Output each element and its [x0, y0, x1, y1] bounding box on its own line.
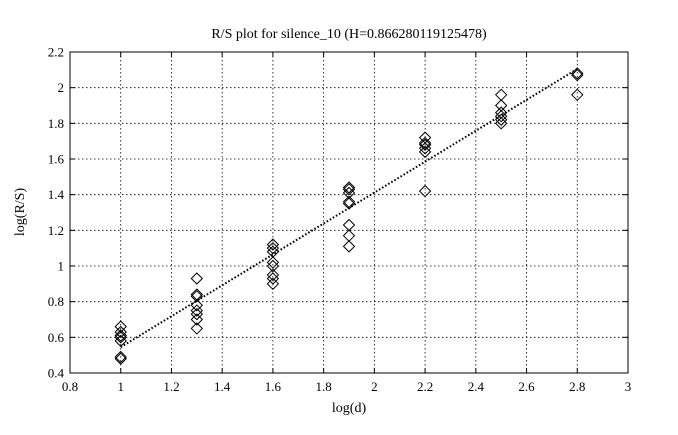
data-point-diamond [342, 183, 356, 196]
y-axis-label: log(R/S) [13, 188, 28, 237]
data-point-diamond [342, 240, 356, 253]
x-tick-label: 2.6 [518, 379, 535, 394]
data-point-diamond [571, 68, 584, 82]
x-tick-labels: 0.8 1 1.2 1.4 1.6 1.8 2 2.2 2.4 2.6 2.8 3 [62, 379, 631, 394]
x-tick-label: 2 [371, 379, 378, 394]
data-point-diamond [418, 136, 432, 150]
data-point-diamond [114, 350, 127, 364]
data-point-diamond [114, 352, 127, 365]
plot-area-frame [69, 51, 629, 374]
data-points [114, 67, 584, 365]
data-point-diamond [114, 325, 127, 339]
x-tick-label: 1.2 [163, 379, 179, 394]
data-point-diamond [494, 113, 508, 126]
y-tick-label: 0.8 [48, 294, 64, 309]
data-point-diamond [494, 88, 508, 102]
data-point-diamond [266, 238, 280, 251]
grid-layer [70, 52, 628, 373]
x-tick-label: 2.2 [417, 379, 433, 394]
y-tick-label: 1.2 [48, 223, 64, 238]
data-point-diamond [418, 184, 432, 198]
data-point-diamond [342, 218, 356, 232]
data-point-diamond [571, 67, 584, 80]
data-point-diamond [190, 299, 204, 312]
data-point-diamond [190, 272, 204, 285]
data-point-diamond [342, 181, 356, 194]
data-point-diamond [571, 88, 584, 102]
data-point-diamond [190, 288, 204, 301]
y-tick-labels: 0.4 0.6 0.8 1 1.2 1.4 1.6 1.8 2 2.2 [48, 45, 65, 381]
y-tick-label: 2.2 [48, 45, 64, 60]
y-tick-label: 2 [58, 80, 65, 95]
data-point-diamond [418, 131, 432, 144]
fit-line-layer [120, 68, 578, 348]
data-point-diamond [494, 99, 508, 112]
data-point-diamond [114, 320, 127, 333]
data-point-diamond [266, 256, 280, 269]
data-point-diamond [342, 229, 356, 242]
data-point-diamond [114, 331, 127, 344]
x-tick-label: 3 [625, 379, 632, 394]
x-axis-label: log(d) [332, 401, 367, 416]
chart-title: R/S plot for silence_10 (H=0.86628011912… [211, 27, 487, 42]
x-tick-label: 1 [117, 379, 124, 394]
x-tick-label: 2.8 [569, 379, 585, 394]
y-tick-label: 0.6 [48, 330, 65, 345]
y-tick-label: 1.8 [48, 116, 64, 131]
x-tick-label: 1.8 [316, 379, 332, 394]
data-point-diamond [342, 195, 356, 209]
y-tick-label: 1.4 [48, 187, 65, 202]
data-point-diamond [418, 138, 432, 151]
tick-layer [69, 51, 629, 374]
data-point-diamond [190, 313, 204, 326]
data-point-diamond [190, 304, 204, 317]
data-point-diamond [190, 290, 204, 303]
y-tick-label: 1.6 [48, 152, 65, 167]
x-tick-label: 0.8 [62, 379, 78, 394]
data-point-diamond [342, 197, 356, 210]
x-tick-label: 1.6 [265, 379, 282, 394]
x-tick-label: 1.4 [214, 379, 231, 394]
x-tick-label: 2.4 [468, 379, 485, 394]
y-tick-label: 0.4 [48, 366, 65, 381]
data-point-diamond [494, 106, 508, 119]
data-point-diamond [266, 268, 280, 282]
data-point-diamond [190, 322, 204, 335]
y-tick-label: 1 [58, 259, 65, 274]
data-point-diamond [494, 117, 508, 130]
fit-line [120, 68, 578, 348]
data-point-diamond [266, 277, 280, 291]
